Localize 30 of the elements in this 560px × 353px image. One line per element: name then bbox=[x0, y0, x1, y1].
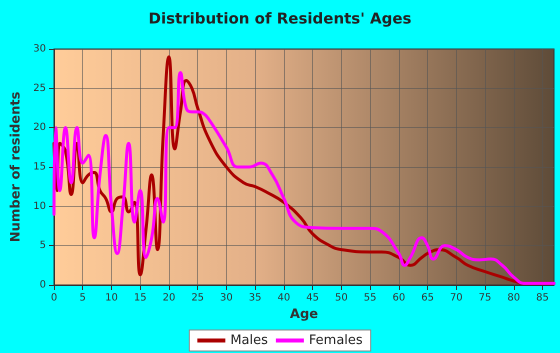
x-tick-label: 45 bbox=[306, 292, 319, 304]
x-tick-label: 55 bbox=[364, 292, 376, 304]
y-tick-label: 25 bbox=[33, 82, 46, 94]
y-axis-title: Number of residents bbox=[8, 91, 24, 242]
x-tick-label: 25 bbox=[191, 292, 204, 304]
chart-title: Distribution of Residents' Ages bbox=[148, 10, 412, 28]
x-tick-label: 80 bbox=[507, 292, 520, 304]
legend-label: Females bbox=[308, 333, 363, 348]
x-tick-label: 30 bbox=[220, 292, 233, 304]
x-tick-label: 0 bbox=[50, 292, 58, 304]
x-tick-label: 40 bbox=[278, 292, 290, 304]
y-tick-label: 0 bbox=[40, 280, 46, 290]
x-tick-label: 20 bbox=[162, 292, 176, 304]
y-tick-label: 20 bbox=[33, 122, 46, 134]
x-tick-label: 15 bbox=[134, 292, 147, 304]
x-tick-label: 70 bbox=[450, 292, 463, 304]
y-tick-label: 10 bbox=[33, 200, 46, 212]
legend-label: Males bbox=[230, 333, 268, 348]
y-tick-label: 30 bbox=[33, 44, 46, 54]
x-tick-label: 10 bbox=[105, 292, 118, 304]
x-tick-label: 35 bbox=[248, 292, 262, 304]
x-tick-label: 60 bbox=[392, 292, 406, 304]
x-tick-label: 5 bbox=[80, 292, 86, 304]
x-tick-label: 75 bbox=[478, 292, 492, 304]
x-tick-label: 50 bbox=[334, 292, 348, 304]
y-tick-label: 15 bbox=[33, 162, 46, 172]
y-tick-label: 5 bbox=[40, 240, 46, 252]
x-tick-label: 85 bbox=[536, 292, 549, 304]
x-axis-title: Age bbox=[290, 306, 318, 322]
x-tick-label: 65 bbox=[421, 292, 434, 304]
